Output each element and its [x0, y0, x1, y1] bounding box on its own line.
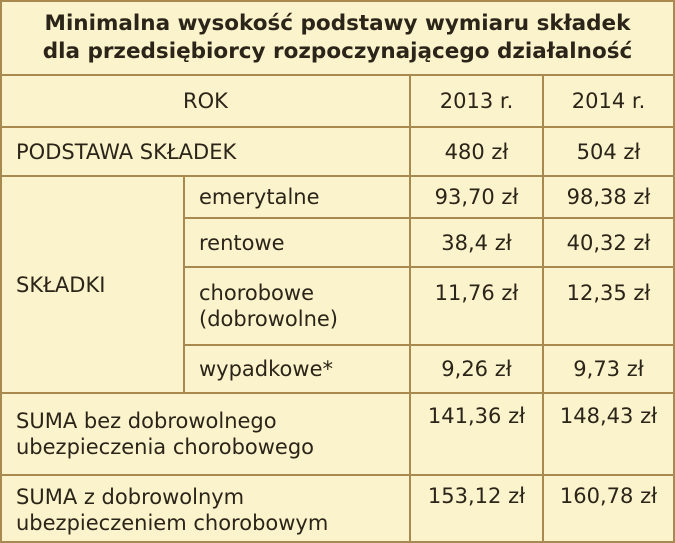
- divider: [183, 344, 673, 346]
- header-rok: ROK: [183, 89, 228, 113]
- chorobowe-2013: 11,76 zł: [434, 281, 519, 305]
- wypadkowe-2013: 9,26 zł: [441, 357, 512, 381]
- header-2013: 2013 r.: [439, 89, 514, 113]
- wypadkowe-2014: 9,73 zł: [573, 357, 644, 381]
- rentowe-label: rentowe: [199, 230, 285, 255]
- header-2014: 2014 r.: [571, 89, 646, 113]
- divider: [183, 175, 185, 392]
- divider: [409, 74, 411, 543]
- suma-z-line-1: SUMA z dobrowolnym: [16, 484, 245, 509]
- divider: [2, 126, 673, 128]
- divider: [542, 74, 544, 543]
- suma-z-label: SUMA z dobrowolnym ubezpieczeniem chorob…: [2, 476, 409, 543]
- divider: [2, 175, 673, 177]
- rentowe-2013: 38,4 zł: [441, 230, 512, 255]
- chorobowe-label: chorobowe (dobrowolne): [185, 268, 409, 344]
- suma-bez-line-2: ubezpieczenia chorobowego: [16, 435, 315, 459]
- title-line-2: dla przedsiębiorcy rozpoczynającego dzia…: [42, 39, 633, 64]
- podstawa-2013: 480 zł: [444, 139, 509, 164]
- suma-z-2013: 153,12 zł: [427, 484, 526, 508]
- suma-bez-line-1: SUMA bez dobrowolnego: [16, 409, 277, 433]
- rentowe-2014: 40,32 zł: [566, 230, 651, 255]
- suma-bez-2013: 141,36 zł: [427, 404, 526, 428]
- suma-z-line-2: ubezpieczeniem chorobowym: [16, 510, 329, 535]
- divider: [2, 392, 673, 394]
- podstawa-label: PODSTAWA SKŁADEK: [16, 139, 237, 164]
- divider: [183, 266, 673, 268]
- emerytalne-2014: 98,38 zł: [566, 185, 651, 209]
- chorobowe-2014: 12,35 zł: [566, 281, 651, 305]
- chorobowe-label-line-2: (dobrowolne): [199, 307, 339, 331]
- suma-bez-label: SUMA bez dobrowolnego ubezpieczenia chor…: [2, 394, 409, 474]
- table-title: Minimalna wysokość podstawy wymiaru skła…: [2, 2, 673, 76]
- emerytalne-label: emerytalne: [199, 185, 320, 209]
- divider: [2, 474, 673, 476]
- title-line-1: Minimalna wysokość podstawy wymiaru skła…: [44, 11, 631, 36]
- wypadkowe-label: wypadkowe*: [199, 357, 333, 381]
- suma-bez-2014: 148,43 zł: [559, 404, 658, 428]
- skladki-label: SKŁADKI: [16, 272, 106, 297]
- suma-z-2014: 160,78 zł: [559, 484, 658, 508]
- divider: [183, 217, 673, 219]
- emerytalne-2013: 93,70 zł: [434, 185, 519, 209]
- podstawa-2014: 504 zł: [576, 139, 641, 164]
- chorobowe-label-line-1: chorobowe: [199, 281, 314, 305]
